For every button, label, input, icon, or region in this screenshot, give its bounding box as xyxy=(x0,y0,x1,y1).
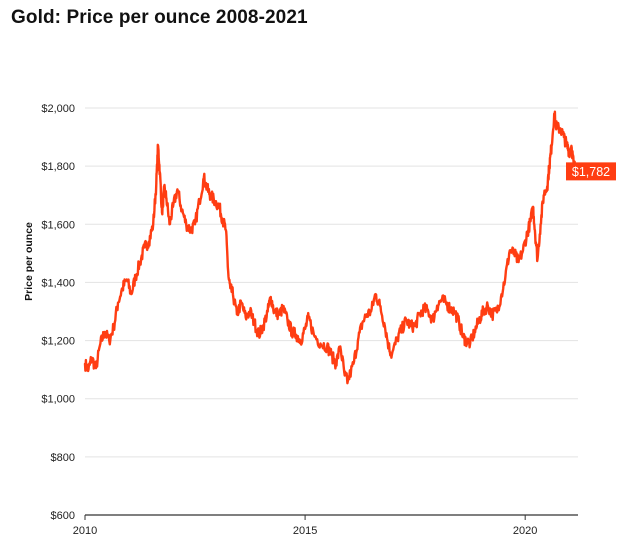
x-tick-label: 2010 xyxy=(73,525,97,537)
end-value-tag: $1,782 xyxy=(566,162,616,181)
chart-title: Gold: Price per ounce 2008-2021 xyxy=(11,7,308,28)
x-axis-ticks: 2010 2015 2020 xyxy=(73,515,537,537)
end-value-tag-bg xyxy=(566,162,616,181)
y-tick-label: $600 xyxy=(51,510,75,522)
y-tick-label: $1,600 xyxy=(41,219,75,231)
x-tick-label: 2015 xyxy=(293,525,317,537)
y-tick-label: $1,800 xyxy=(41,161,75,173)
y-tick-label: $1,000 xyxy=(41,394,75,406)
y-axis-label: Price per ounce xyxy=(23,222,35,301)
y-tick-label: $800 xyxy=(51,452,75,464)
series-line-gold-price xyxy=(83,110,579,385)
y-tick-label: $1,400 xyxy=(41,277,75,289)
y-tick-label: $1,200 xyxy=(41,336,75,348)
x-tick-label: 2020 xyxy=(513,525,537,537)
y-axis-ticks: $2,000 $1,800 $1,600 $1,400 $1,200 $1,000 $800… xyxy=(41,103,75,522)
grid-lines xyxy=(85,107,578,516)
end-value-label: $1,782 xyxy=(572,165,610,179)
y-tick-label: $2,000 xyxy=(41,103,75,115)
